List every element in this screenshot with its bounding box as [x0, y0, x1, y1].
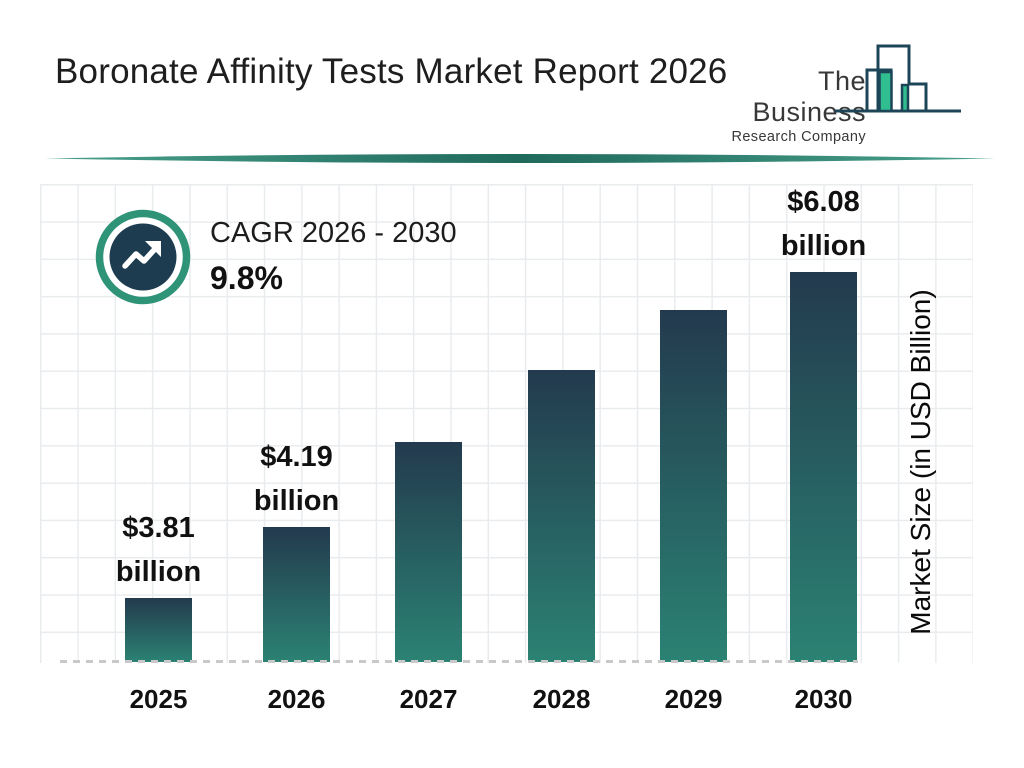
- value-label-2025: $3.81 billion: [115, 512, 202, 588]
- bar-2029: [660, 310, 727, 662]
- trending-up-icon: [95, 209, 191, 305]
- logo-bars-icon: [835, 44, 961, 113]
- x-tick-2027: 2027: [399, 684, 458, 714]
- bar-2026: [263, 527, 330, 662]
- x-tick-2026: 2026: [267, 684, 326, 714]
- x-axis-dashed-baseline: [60, 660, 858, 663]
- x-tick-2030: 2030: [794, 684, 853, 714]
- bar-2028: [528, 370, 595, 662]
- value-label-2026: $4.19 billion: [253, 441, 340, 517]
- page-title: Boronate Affinity Tests Market Report 20…: [55, 52, 728, 91]
- title-divider: [45, 154, 995, 163]
- x-tick-2025: 2025: [129, 684, 188, 714]
- cagr-period-label: CAGR 2026 - 2030: [210, 217, 457, 249]
- bar-2030: [790, 272, 857, 662]
- cagr-value: 9.8%: [210, 260, 283, 296]
- x-tick-2029: 2029: [664, 684, 723, 714]
- logo-subname: Research Company: [731, 129, 866, 145]
- value-label-2030: $6.08 billion: [780, 186, 867, 262]
- y-axis-label: Market Size (in USD Billion): [905, 289, 936, 635]
- x-tick-2028: 2028: [532, 684, 591, 714]
- bar-2025: [125, 598, 192, 662]
- bar-2027: [395, 442, 462, 662]
